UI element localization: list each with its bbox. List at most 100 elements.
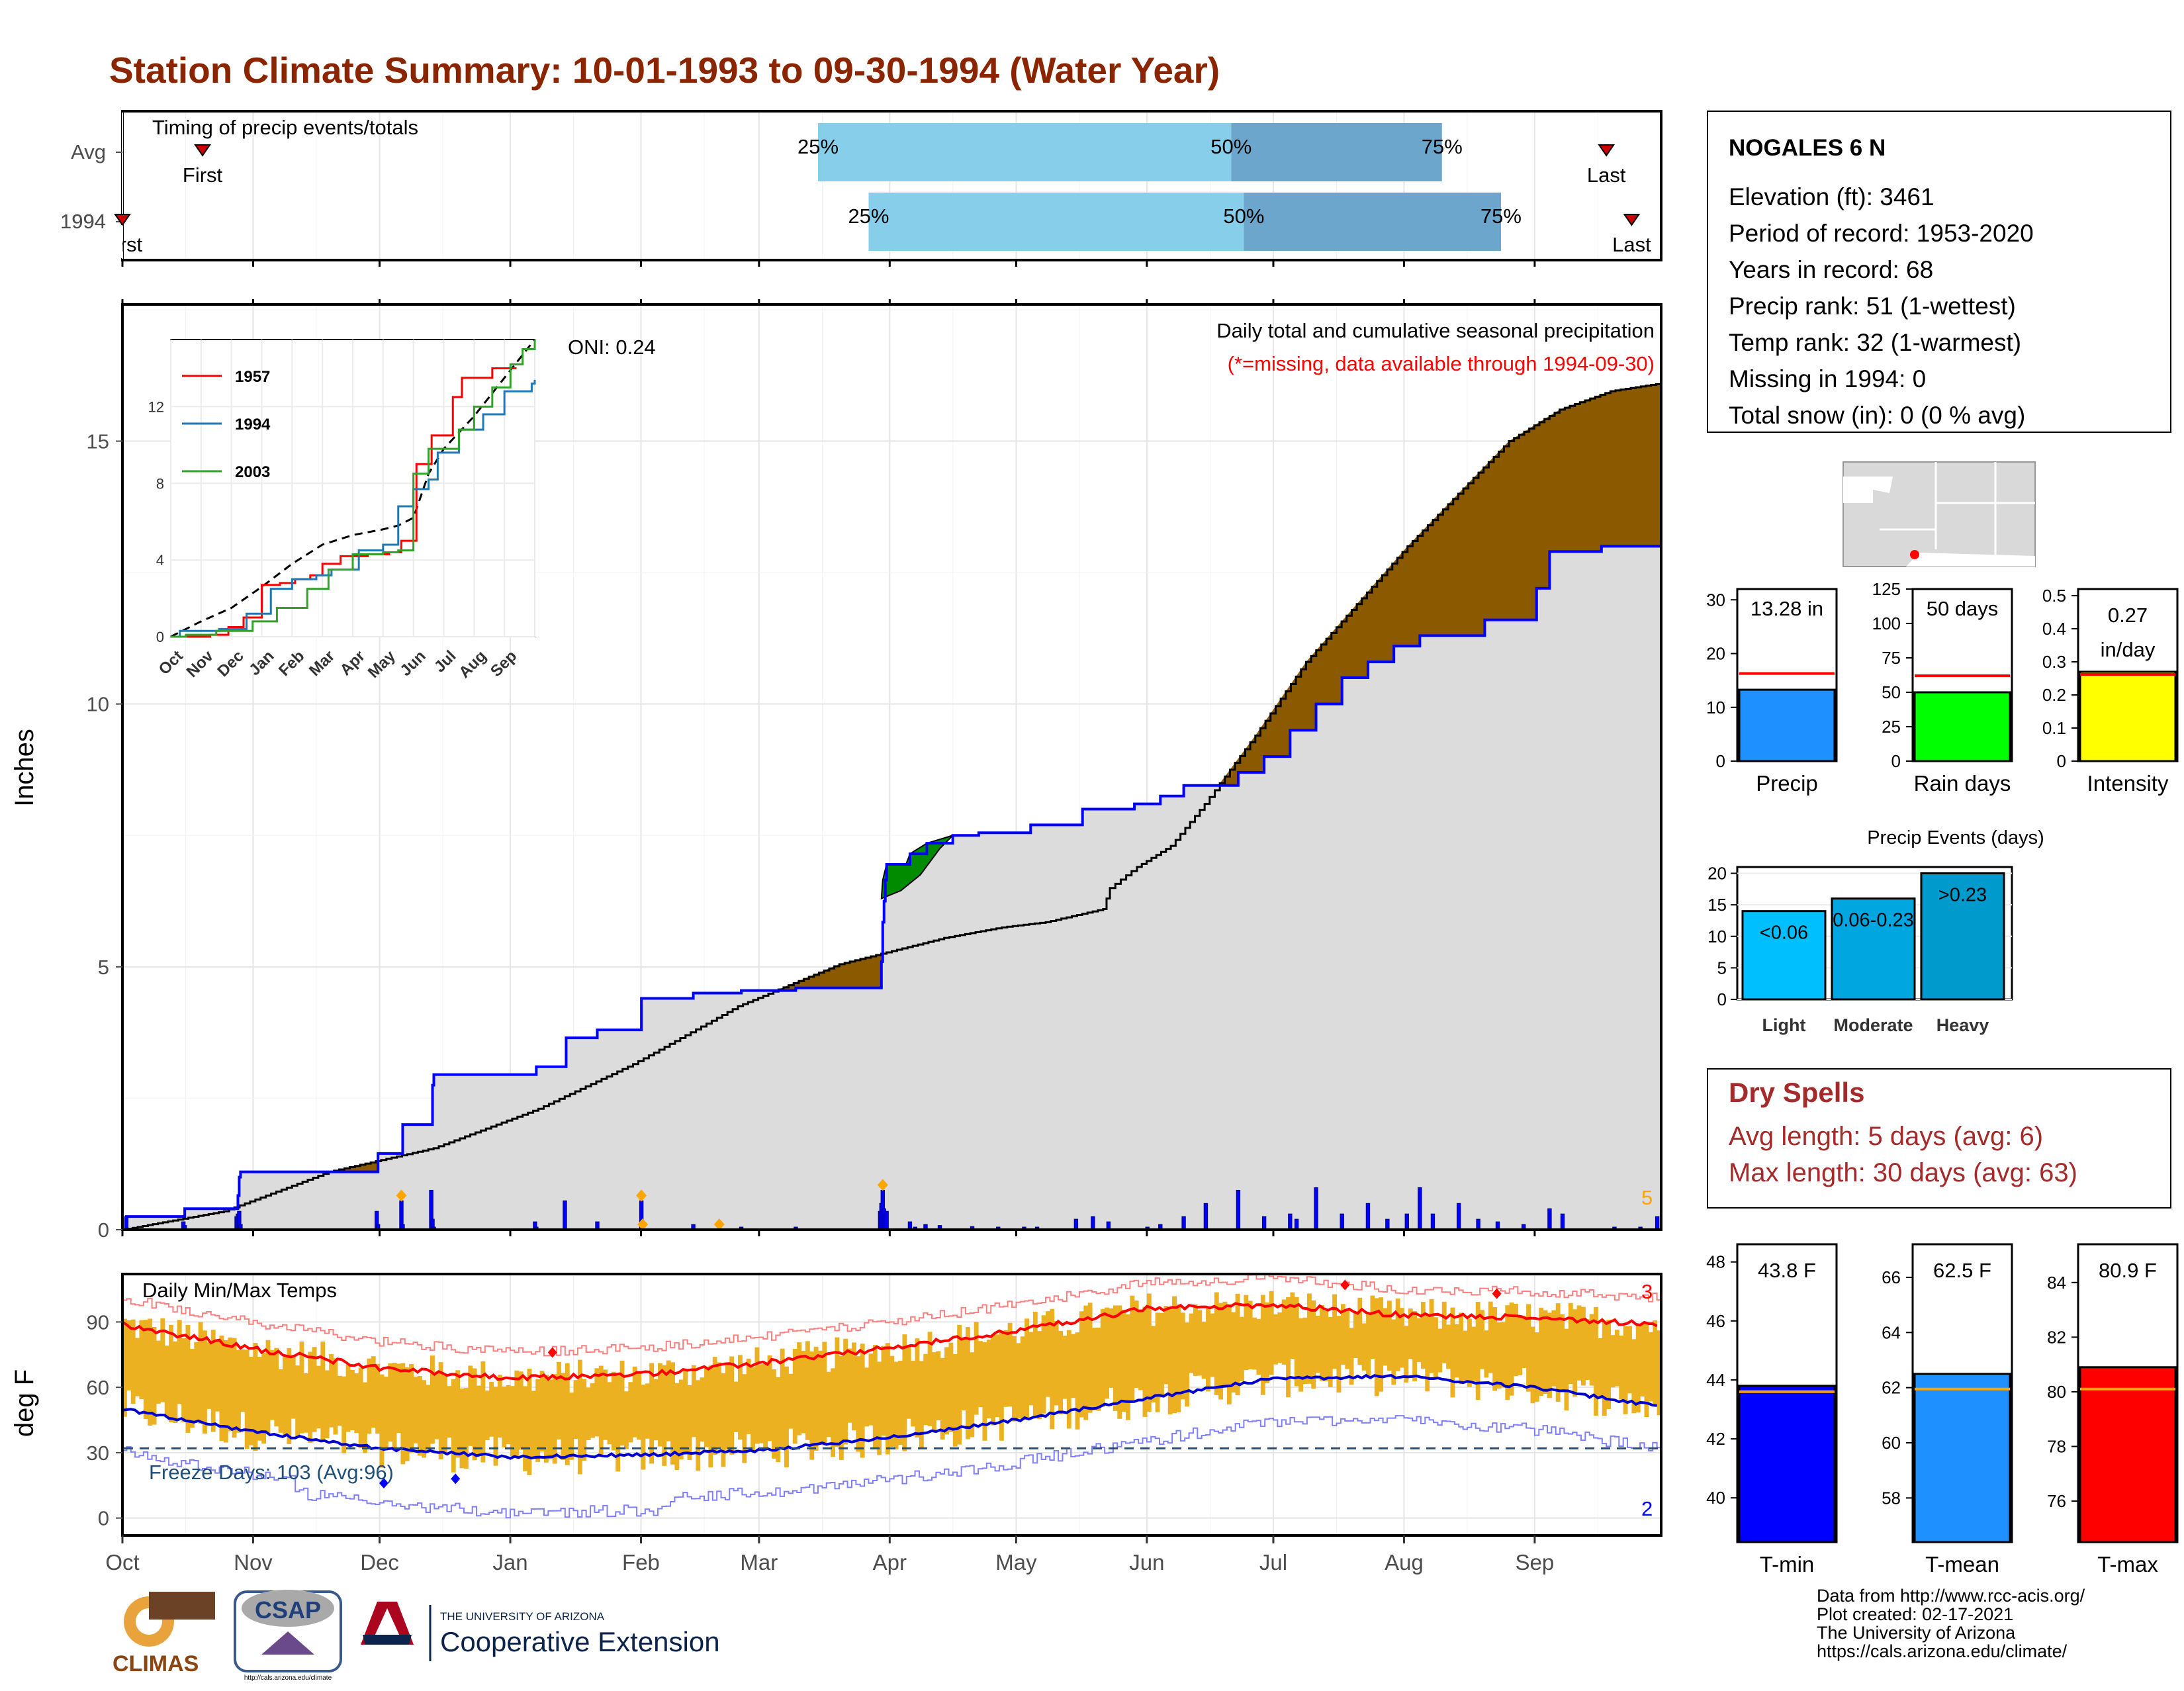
station-info-line: Missing in 1994: 0 [1729, 365, 1926, 392]
daily-temp-bar [548, 1380, 553, 1459]
daily-temp-bar [1640, 1323, 1645, 1396]
station-name: NOGALES 6 N [1729, 135, 1886, 161]
daily-precip-bar [1182, 1216, 1185, 1230]
daily-temp-bar [181, 1338, 186, 1422]
daily-temp-bar [392, 1363, 397, 1449]
daily-temp-bar [460, 1389, 465, 1468]
temp-ytick-label: 30 [87, 1441, 109, 1465]
event-category-label: Heavy [1936, 1015, 1989, 1035]
daily-temp-bar [312, 1347, 317, 1432]
daily-temp-bar [713, 1357, 717, 1455]
daily-temp-bar [1256, 1319, 1261, 1375]
temp-summary-value-label: 62.5 F [1933, 1259, 1991, 1282]
daily-temp-bar [409, 1364, 414, 1453]
daily-temp-bar [1029, 1332, 1034, 1405]
daily-temp-bar [1564, 1329, 1569, 1410]
daily-temp-bar [1324, 1311, 1328, 1381]
summary-label: Precip [1756, 771, 1818, 796]
station-info-line: Temp rank: 32 (1-warmest) [1729, 329, 2021, 356]
daily-temp-bar [788, 1374, 793, 1429]
summary-tick-label: 0 [1716, 751, 1725, 771]
daily-temp-bar [1231, 1312, 1236, 1393]
daily-temp-bar [1522, 1316, 1527, 1367]
daily-temp-bar [1366, 1313, 1371, 1377]
precip-panel: 051015 Inches Daily total and cumulative… [10, 299, 1661, 1242]
daily-precip-bar [1091, 1216, 1095, 1230]
daily-temp-bar [519, 1371, 523, 1449]
temp-summary-tick-label: 82 [2047, 1327, 2066, 1347]
daily-temp-bar [1079, 1311, 1084, 1417]
temp-summary-tick-label: 66 [1882, 1267, 1901, 1287]
summary-label: Intensity [2087, 771, 2169, 796]
timing-bar-q1-1994 [868, 193, 1244, 251]
daily-temp-bar [139, 1320, 144, 1399]
daily-temp-bar [848, 1349, 852, 1423]
ua-big-text: Cooperative Extension [440, 1626, 720, 1657]
month-label: Jan [492, 1550, 527, 1575]
daily-temp-bar [1126, 1314, 1130, 1420]
daily-temp-bar [915, 1338, 920, 1438]
daily-temp-bar [1463, 1331, 1468, 1381]
daily-temp-bar [674, 1383, 679, 1470]
daily-temp-bar [283, 1355, 287, 1435]
temp-chart-title: Daily Min/Max Temps [142, 1279, 337, 1302]
daily-temp-bar [1518, 1316, 1522, 1375]
temp-summary-tick-label: 78 [2047, 1437, 2066, 1457]
daily-precip-bar [1477, 1219, 1480, 1230]
daily-temp-bar [338, 1376, 342, 1426]
daily-temp-bar [553, 1374, 557, 1463]
summary-tick-label: 0.4 [2042, 619, 2066, 639]
precip-ytick-label: 0 [98, 1218, 109, 1242]
daily-temp-bar [211, 1330, 216, 1432]
temp-summary-label: T-mean [1925, 1552, 1999, 1577]
daily-temp-bar [1471, 1327, 1476, 1381]
daily-temp-bar [287, 1348, 291, 1444]
temp-summary-tick-label: 46 [1706, 1311, 1725, 1331]
events-title: Precip Events (days) [1867, 827, 2044, 848]
event-bar-label: <0.06 [1760, 923, 1808, 944]
daily-temp-bar [451, 1379, 456, 1473]
daily-temp-bar [194, 1342, 199, 1422]
daily-temp-bar [1282, 1299, 1287, 1364]
daily-temp-bar [1404, 1326, 1408, 1383]
daily-temp-bar [948, 1343, 953, 1432]
credit-line: https://cals.arizona.edu/climate/ [1817, 1641, 2068, 1661]
daily-temp-bar [1295, 1297, 1299, 1387]
daily-temp-bar [1577, 1305, 1582, 1380]
summary-tick-label: 75 [1882, 648, 1901, 668]
last-label: Last [1587, 163, 1626, 187]
daily-precip-bar [1457, 1203, 1460, 1230]
summary-tick-label: 0.2 [2042, 685, 2066, 705]
station-info-line: Period of record: 1953-2020 [1729, 220, 2034, 247]
daily-temp-bar [864, 1367, 869, 1426]
daily-temp-bar [1236, 1294, 1240, 1395]
summary-value-label: 50 days [1927, 597, 1999, 620]
summary-tick-label: 125 [1872, 579, 1901, 599]
daily-temp-bar [1560, 1314, 1565, 1393]
daily-temp-bar [742, 1374, 747, 1463]
daily-precip-bar [1431, 1214, 1434, 1230]
event-bar-label: 0.06-0.23 [1833, 910, 1914, 931]
daily-temp-bar [544, 1375, 549, 1463]
events-tick-label: 10 [1707, 927, 1727, 946]
daily-temp-bar [759, 1364, 764, 1443]
daily-temp-bar [1012, 1336, 1017, 1422]
edge-mask [1662, 225, 1702, 258]
daily-temp-bar [1113, 1305, 1118, 1411]
month-label: Mar [740, 1550, 778, 1575]
daily-temp-bar [692, 1365, 696, 1438]
daily-temp-bar [772, 1369, 776, 1459]
daily-temp-bar [1016, 1343, 1021, 1418]
station-info-line: Total snow (in): 0 (0 % avg) [1729, 402, 2025, 429]
daily-temp-bar [489, 1382, 494, 1437]
daily-temp-bar [514, 1371, 519, 1456]
daily-temp-bar [1535, 1332, 1539, 1402]
daily-temp-bar [135, 1338, 140, 1396]
daily-temp-bar [1551, 1310, 1556, 1387]
daily-temp-bar [422, 1380, 426, 1457]
daily-temp-bar [633, 1367, 637, 1438]
daily-temp-bar [388, 1363, 392, 1441]
timing-label: Timing of precip events/totals [152, 116, 418, 139]
daily-temp-bar [898, 1361, 903, 1445]
temp-summary-value-label: 43.8 F [1758, 1259, 1816, 1282]
